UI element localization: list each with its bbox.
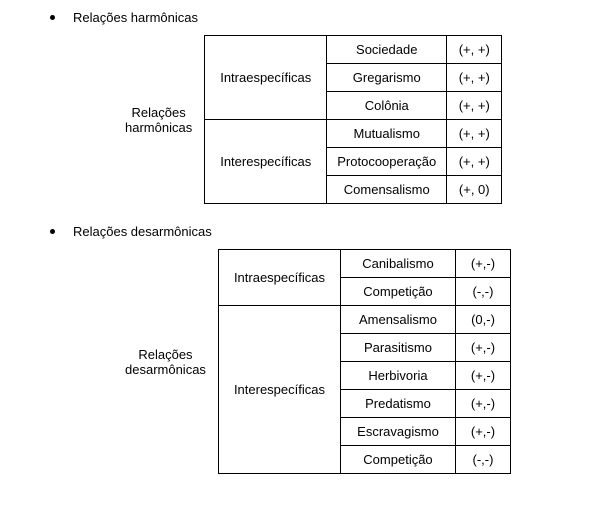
bullet-heading: Relações desarmônicas <box>50 224 575 239</box>
relation-symbol-cell: (+,-) <box>455 334 510 362</box>
table-title-cell: Relaçõesdesarmônicas <box>125 250 218 474</box>
table-title-line: Relações <box>125 347 206 362</box>
relation-symbol-cell: (+,-) <box>455 250 510 278</box>
relation-symbol-cell: (+, +) <box>447 36 502 64</box>
relation-symbol-cell: (0,-) <box>455 306 510 334</box>
relations-table: RelaçõesdesarmônicasIntraespecíficasCani… <box>125 249 511 474</box>
relation-name-cell: Gregarismo <box>327 64 447 92</box>
relation-name-cell: Predatismo <box>340 390 455 418</box>
relation-name-cell: Protocooperação <box>327 148 447 176</box>
relation-symbol-cell: (+,-) <box>455 418 510 446</box>
relation-symbol-cell: (+, 0) <box>447 176 502 204</box>
table-row: RelaçõesharmônicasIntraespecíficasSocied… <box>125 36 502 64</box>
bullet-icon <box>50 15 55 20</box>
relation-symbol-cell: (+,-) <box>455 362 510 390</box>
table-title-line: harmônicas <box>125 120 192 135</box>
relation-name-cell: Escravagismo <box>340 418 455 446</box>
bullet-icon <box>50 229 55 234</box>
table-wrap: RelaçõesdesarmônicasIntraespecíficasCani… <box>125 249 575 474</box>
relation-symbol-cell: (+, +) <box>447 148 502 176</box>
bullet-heading: Relações harmônicas <box>50 10 575 25</box>
table-title-line: Relações <box>125 105 192 120</box>
section-0: Relações harmônicasRelaçõesharmônicasInt… <box>20 10 575 204</box>
relation-name-cell: Parasitismo <box>340 334 455 362</box>
section-heading-text: Relações harmônicas <box>73 10 198 25</box>
table-title-cell: Relaçõesharmônicas <box>125 36 205 204</box>
relation-name-cell: Mutualismo <box>327 120 447 148</box>
category-cell: Interespecíficas <box>205 120 327 204</box>
relation-symbol-cell: (+, +) <box>447 64 502 92</box>
relation-name-cell: Competição <box>340 446 455 474</box>
table-wrap: RelaçõesharmônicasIntraespecíficasSocied… <box>125 35 575 204</box>
table-row: RelaçõesdesarmônicasIntraespecíficasCani… <box>125 250 510 278</box>
relation-name-cell: Colônia <box>327 92 447 120</box>
relation-symbol-cell: (-,-) <box>455 278 510 306</box>
category-cell: Intraespecíficas <box>218 250 340 306</box>
category-cell: Intraespecíficas <box>205 36 327 120</box>
relation-symbol-cell: (-,-) <box>455 446 510 474</box>
section-1: Relações desarmônicasRelaçõesdesarmônica… <box>20 224 575 474</box>
relation-symbol-cell: (+, +) <box>447 120 502 148</box>
relations-table: RelaçõesharmônicasIntraespecíficasSocied… <box>125 35 502 204</box>
relation-name-cell: Competição <box>340 278 455 306</box>
table-title-line: desarmônicas <box>125 362 206 377</box>
relation-name-cell: Amensalismo <box>340 306 455 334</box>
relation-name-cell: Canibalismo <box>340 250 455 278</box>
relation-name-cell: Comensalismo <box>327 176 447 204</box>
relation-name-cell: Herbivoria <box>340 362 455 390</box>
relation-symbol-cell: (+,-) <box>455 390 510 418</box>
relation-name-cell: Sociedade <box>327 36 447 64</box>
section-heading-text: Relações desarmônicas <box>73 224 212 239</box>
category-cell: Interespecíficas <box>218 306 340 474</box>
relation-symbol-cell: (+, +) <box>447 92 502 120</box>
